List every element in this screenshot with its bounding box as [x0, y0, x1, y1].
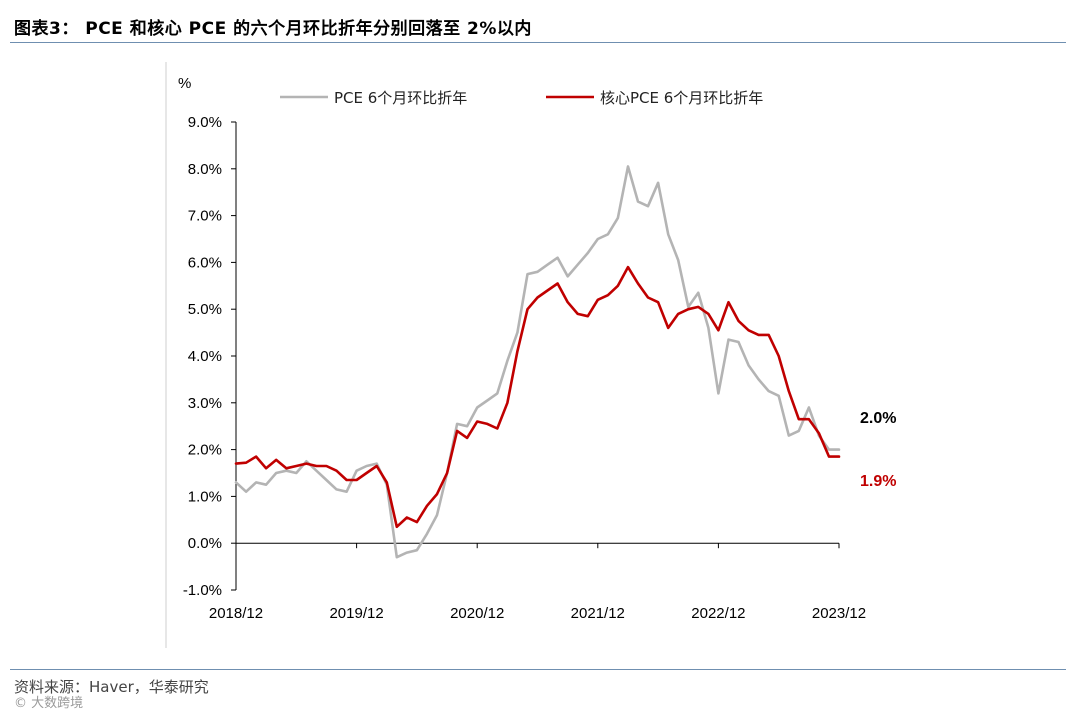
pce-series-line: [234, 165, 841, 559]
y-tick-label: 3.0%: [188, 395, 222, 412]
y-tick-label: 2.0%: [188, 442, 222, 459]
source-note: 资料来源：Haver，华泰研究: [14, 678, 209, 696]
y-tick-label: -1.0%: [183, 582, 222, 599]
axis-labels: -1.0% 0.0% 1.0% 2.0% 3.0% 4.0% 5.0% 6.0% 7.0% 8.0…: [178, 75, 896, 622]
legend-label-core-pce: 核心PCE 6个月环比折年: [600, 89, 763, 107]
watermark: © 大数跨境: [14, 696, 84, 711]
core-pce-end-label: 1.9%: [860, 473, 896, 490]
legend: PCE 6个月环比折年 核心PCE 6个月环比折年: [280, 89, 763, 107]
x-tick-label: 2021/12: [571, 605, 625, 622]
x-tick-label: 2018/12: [209, 605, 263, 622]
y-axis-unit-label: %: [178, 75, 191, 92]
legend-label-pce: PCE 6个月环比折年: [334, 89, 467, 107]
x-tick-label: 2022/12: [691, 605, 745, 622]
y-tick-label: 1.0%: [188, 488, 222, 505]
y-tick-label: 6.0%: [188, 254, 222, 271]
y-tick-label: 7.0%: [188, 208, 222, 225]
series-lines: [234, 165, 841, 559]
y-tick-label: 8.0%: [188, 161, 222, 178]
y-tick-label: 4.0%: [188, 348, 222, 365]
x-tick-label: 2020/12: [450, 605, 504, 622]
top-rule: [10, 42, 1066, 43]
bottom-rule: [10, 669, 1066, 670]
pce-end-label: 2.0%: [860, 410, 896, 427]
x-tick-label: 2019/12: [329, 605, 383, 622]
figure-title: 图表3： PCE 和核心 PCE 的六个月环比折年分别回落至 2%以内: [14, 19, 532, 39]
y-tick-label: 9.0%: [188, 114, 222, 131]
core-pce-series-line: [234, 265, 841, 529]
y-axis-ticks: [231, 121, 840, 591]
x-tick-label: 2023/12: [812, 605, 866, 622]
y-tick-label: 5.0%: [188, 301, 222, 318]
y-tick-label: 0.0%: [188, 535, 222, 552]
